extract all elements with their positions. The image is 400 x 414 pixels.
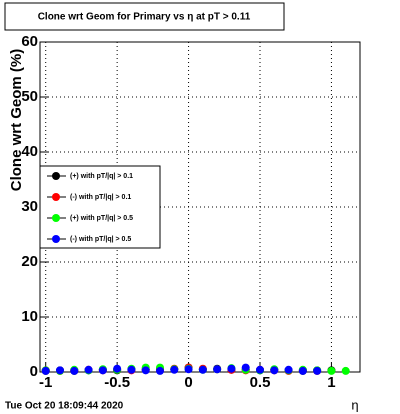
legend-marker [52, 214, 60, 222]
timestamp: Tue Oct 20 18:09:44 2020 [5, 401, 124, 412]
data-point [98, 366, 107, 375]
y-tick-label: 30 [21, 198, 38, 215]
data-point [170, 365, 179, 374]
data-point [84, 365, 93, 374]
data-point [70, 366, 79, 375]
x-tick-label: -1 [39, 374, 52, 391]
title-box [4, 2, 285, 31]
legend-label: (+) with pT/|q| > 0.1 [70, 173, 133, 180]
x-tick-label: 1 [327, 374, 335, 391]
y-tick-label: 60 [21, 33, 38, 50]
legend: (+) with pT/|q| > 0.1 (-) with pT/|q| > 0… [39, 165, 161, 249]
data-point [270, 366, 279, 375]
data-point [284, 365, 293, 374]
legend-label: (-) with pT/|q| > 0.1 [70, 194, 131, 201]
data-point [241, 363, 250, 372]
x-tick-label: -0.5 [104, 374, 130, 391]
x-tick-label: 0 [184, 374, 192, 391]
legend-box [39, 165, 161, 249]
y-tick-label: 10 [21, 308, 38, 325]
y-tick-label: 0 [30, 363, 38, 380]
data-point [113, 364, 122, 373]
legend-marker [52, 172, 60, 180]
data-point [313, 366, 322, 375]
y-tick-label: 20 [21, 253, 38, 270]
chart-title: Clone wrt Geom for Primary vs η at pT > … [38, 12, 251, 23]
data-point [156, 366, 164, 375]
data-point [127, 365, 136, 374]
data-point [327, 366, 336, 375]
legend-marker [52, 193, 60, 201]
legend-label: (+) with pT/|q| > 0.5 [70, 215, 133, 222]
y-tick-label: 40 [21, 143, 38, 160]
data-point [41, 366, 50, 375]
data-point [141, 366, 150, 375]
legend-marker [52, 235, 60, 243]
y-axis-label: Clone wrt Geom (%) [8, 49, 25, 192]
data-point [256, 365, 264, 374]
legend-label: (-) with pT/|q| > 0.5 [70, 236, 131, 243]
data-point [213, 365, 222, 374]
data-point [227, 364, 236, 373]
data-point [184, 365, 193, 374]
x-axis-label: η [351, 397, 358, 412]
x-tick-label: 0.5 [250, 374, 271, 391]
data-point [298, 366, 307, 375]
data-point [56, 366, 64, 375]
y-tick-label: 50 [21, 88, 38, 105]
data-point [341, 366, 350, 375]
data-point [198, 365, 207, 374]
